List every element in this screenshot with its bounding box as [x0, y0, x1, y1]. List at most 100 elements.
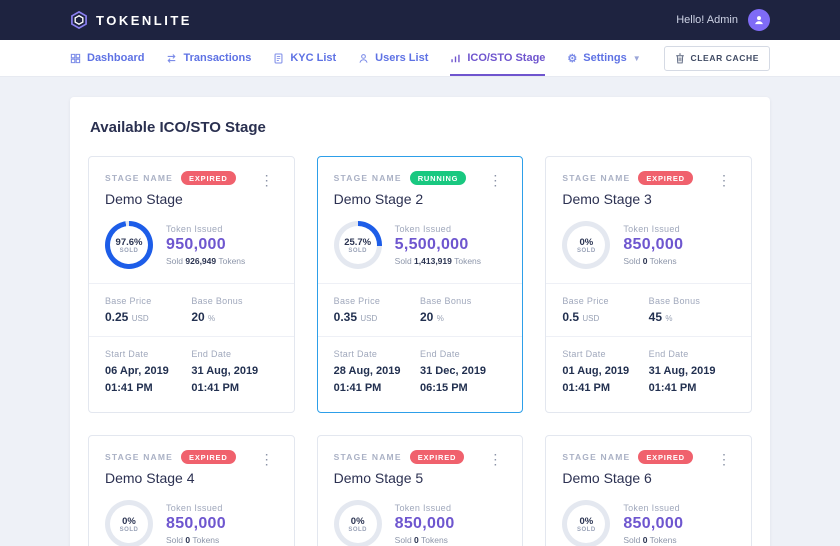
- token-issued-value: 5,500,000: [394, 236, 469, 253]
- topbar: TOKENLITE Hello! Admin: [0, 0, 840, 40]
- nav-item-ico-sto-stage[interactable]: ICO/STO Stage: [450, 40, 545, 76]
- sold-progress-ring: 25.7% SOLD: [333, 221, 382, 269]
- stage-title: Demo Stage 2: [333, 191, 424, 207]
- sold-tokens-line: Sold 0 Tokens: [623, 535, 677, 545]
- stage-card: STAGE NAME EXPIRED Demo Stage 5 ⋮ 0% SOL…: [316, 435, 524, 546]
- sold-percent: 97.6%: [115, 236, 143, 248]
- base-bonus-value: 20 %: [420, 310, 444, 324]
- base-price-label: Base Price: [333, 296, 381, 306]
- settings-icon: ⚙: [567, 52, 578, 65]
- sold-percent: 0%: [350, 515, 365, 527]
- stage-card: STAGE NAME EXPIRED Demo Stage 3 ⋮ 0% SOL…: [545, 156, 752, 413]
- start-date-value: 28 Aug, 2019 01:41 PM: [333, 365, 401, 394]
- sold-tokens-line: Sold 926,949 Tokens: [166, 256, 246, 266]
- brand[interactable]: TOKENLITE: [70, 11, 192, 29]
- end-date-value: 31 Aug, 2019 01:41 PM: [191, 365, 259, 394]
- clear-cache-button[interactable]: CLEAR CACHE: [663, 45, 770, 71]
- avatar[interactable]: [748, 9, 770, 31]
- dashboard-icon: [70, 53, 81, 63]
- token-issued-label: Token Issued: [166, 503, 223, 513]
- stage-title: Demo Stage 4: [105, 470, 195, 486]
- status-badge: EXPIRED: [181, 171, 236, 185]
- sold-tokens-line: Sold 0 Tokens: [394, 535, 448, 545]
- base-bonus-value: 45 %: [648, 310, 673, 324]
- more-vertical-icon[interactable]: ⋮: [484, 171, 506, 189]
- base-bonus-label: Base Bonus: [648, 296, 701, 306]
- sold-percent: 0%: [122, 515, 136, 527]
- status-badge: RUNNING: [409, 171, 467, 185]
- more-vertical-icon[interactable]: ⋮: [256, 450, 278, 468]
- stage-name-label: STAGE NAME: [333, 452, 402, 462]
- status-badge: EXPIRED: [181, 450, 236, 464]
- brand-name: TOKENLITE: [96, 12, 192, 28]
- token-issued-label: Token Issued: [394, 503, 452, 513]
- nav-item-dashboard[interactable]: Dashboard: [70, 40, 144, 76]
- main-nav: Dashboard Transactions KYC List Users Li…: [0, 40, 840, 77]
- trash-icon: [675, 53, 684, 63]
- stage-name-label: STAGE NAME: [105, 173, 174, 183]
- stage-title: Demo Stage 6: [562, 470, 652, 486]
- start-date-label: Start Date: [105, 349, 149, 359]
- more-vertical-icon[interactable]: ⋮: [484, 450, 506, 468]
- end-date-value: 31 Dec, 2019 06:15 PM: [420, 365, 487, 394]
- sold-word-label: SOLD: [119, 526, 139, 533]
- base-price-value: 0.25 USD: [105, 310, 149, 324]
- end-date-label: End Date: [420, 349, 460, 359]
- stage-icon: [451, 54, 460, 62]
- nav-item-settings[interactable]: ⚙ Settings ▼: [567, 52, 641, 65]
- stage-card: STAGE NAME EXPIRED Demo Stage ⋮ 97.6% SO…: [88, 156, 295, 413]
- end-date-label: End Date: [648, 349, 689, 359]
- stage-name-label: STAGE NAME: [105, 452, 174, 462]
- base-bonus-label: Base Bonus: [191, 296, 243, 306]
- stage-title: Demo Stage: [105, 191, 183, 207]
- divider: [317, 336, 523, 337]
- divider: [546, 283, 751, 284]
- nav-item-users-list[interactable]: Users List: [358, 40, 428, 76]
- sold-progress-ring: 0% SOLD: [562, 221, 611, 269]
- token-issued-label: Token Issued: [623, 503, 680, 513]
- greeting-text: Hello! Admin: [676, 14, 738, 26]
- base-bonus-label: Base Bonus: [420, 296, 472, 306]
- token-issued-label: Token Issued: [394, 224, 452, 234]
- page-title: Available ICO/STO Stage: [90, 119, 266, 136]
- sold-progress-ring: 0% SOLD: [105, 500, 153, 546]
- token-issued-value: 850,000: [166, 515, 226, 532]
- sold-word-label: SOLD: [576, 526, 596, 533]
- status-badge: EXPIRED: [638, 171, 693, 185]
- start-date-label: Start Date: [333, 349, 378, 359]
- transactions-icon: [167, 53, 176, 63]
- main-content: Available ICO/STO Stage STAGE NAME EXPIR…: [0, 77, 840, 546]
- stage-card: STAGE NAME EXPIRED Demo Stage 6 ⋮ 0% SOL…: [545, 435, 752, 546]
- nav-item-kyc-list[interactable]: KYC List: [273, 40, 336, 76]
- start-date-label: Start Date: [562, 349, 606, 359]
- token-issued-value: 850,000: [394, 515, 455, 532]
- token-issued-value: 850,000: [623, 236, 684, 253]
- sold-percent: 0%: [579, 515, 594, 527]
- stage-title: Demo Stage 3: [562, 191, 652, 207]
- stage-name-label: STAGE NAME: [562, 173, 631, 183]
- nav-item-transactions[interactable]: Transactions: [166, 40, 251, 76]
- divider: [317, 283, 523, 284]
- sold-word-label: SOLD: [119, 247, 139, 254]
- stage-card: STAGE NAME EXPIRED Demo Stage 4 ⋮ 0% SOL…: [88, 435, 295, 546]
- sold-word-label: SOLD: [576, 247, 596, 254]
- sold-word-label: SOLD: [348, 247, 367, 254]
- chevron-down-icon: ▼: [632, 53, 641, 63]
- stage-name-label: STAGE NAME: [562, 452, 631, 462]
- divider: [89, 336, 294, 337]
- stage-title: Demo Stage 5: [333, 470, 424, 486]
- stage-name-label: STAGE NAME: [333, 173, 402, 183]
- more-vertical-icon[interactable]: ⋮: [256, 171, 278, 189]
- kyc-list-icon: [274, 53, 283, 63]
- token-issued-label: Token Issued: [623, 224, 680, 234]
- token-issued-label: Token Issued: [166, 224, 223, 234]
- base-price-value: 0.35 USD: [333, 310, 378, 324]
- more-vertical-icon[interactable]: ⋮: [713, 450, 735, 468]
- base-price-label: Base Price: [105, 296, 152, 306]
- end-date-value: 31 Aug, 2019 01:41 PM: [648, 365, 716, 394]
- base-price-value: 0.5 USD: [562, 310, 600, 324]
- stage-panel: Available ICO/STO Stage STAGE NAME EXPIR…: [70, 97, 770, 546]
- more-vertical-icon[interactable]: ⋮: [713, 171, 735, 189]
- sold-tokens-line: Sold 0 Tokens: [623, 256, 677, 266]
- sold-percent: 0%: [579, 236, 594, 248]
